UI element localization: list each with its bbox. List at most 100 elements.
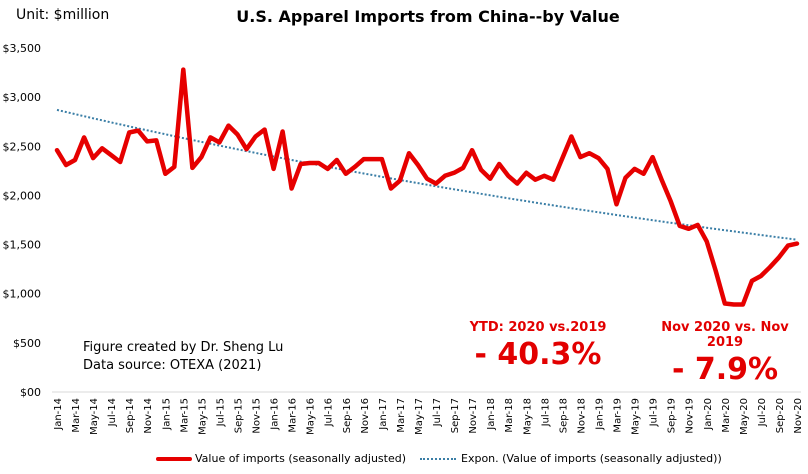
x-tick-label: May-16 bbox=[306, 398, 317, 435]
data-point bbox=[73, 158, 77, 162]
data-point bbox=[127, 131, 131, 135]
data-point bbox=[362, 157, 366, 161]
data-point bbox=[768, 265, 772, 269]
x-tick-label: Jul-15 bbox=[215, 398, 226, 427]
data-point bbox=[118, 160, 122, 164]
x-tick-label: Sep-16 bbox=[342, 398, 353, 433]
x-tick-label: Sep-20 bbox=[775, 398, 786, 433]
x-tick-label: Sep-18 bbox=[558, 398, 569, 433]
x-tick-label: Mar-14 bbox=[71, 398, 82, 433]
x-tick-label: Mar-19 bbox=[613, 398, 624, 433]
data-point bbox=[64, 163, 68, 167]
x-tick-label: Jan-16 bbox=[270, 398, 281, 431]
unit-label: Unit: $million bbox=[16, 7, 110, 23]
data-point bbox=[82, 135, 86, 139]
x-tick-label: Jul-16 bbox=[324, 398, 335, 427]
data-point bbox=[109, 153, 113, 157]
x-tick-label: Mar-16 bbox=[288, 398, 299, 433]
data-point bbox=[786, 244, 790, 248]
data-point bbox=[696, 223, 700, 227]
data-point bbox=[533, 178, 537, 182]
x-tick-label: May-17 bbox=[414, 398, 425, 435]
data-point bbox=[199, 155, 203, 159]
data-point bbox=[181, 68, 185, 72]
data-point bbox=[208, 135, 212, 139]
x-tick-label: Jan-15 bbox=[161, 398, 172, 431]
data-point bbox=[344, 172, 348, 176]
data-point bbox=[434, 182, 438, 186]
credit-author: Figure created by Dr. Sheng Lu bbox=[83, 340, 284, 355]
data-point bbox=[272, 167, 276, 171]
x-tick-label: Jul-19 bbox=[649, 398, 660, 427]
x-tick-label: May-19 bbox=[631, 398, 642, 435]
data-point bbox=[226, 124, 230, 128]
y-tick-label: $3,000 bbox=[3, 91, 42, 104]
data-point bbox=[398, 179, 402, 183]
data-point bbox=[605, 167, 609, 171]
x-tick-label: Jan-14 bbox=[53, 398, 64, 431]
data-point bbox=[55, 148, 59, 152]
data-point bbox=[145, 139, 149, 143]
data-point bbox=[795, 242, 799, 246]
x-tick-label: Sep-15 bbox=[233, 398, 244, 433]
data-point bbox=[678, 224, 682, 228]
data-point bbox=[506, 174, 510, 178]
data-point bbox=[633, 167, 637, 171]
data-point bbox=[443, 174, 447, 178]
x-axis: Jan-14 Mar-14 May-14 Jul-14 Sep-14 Nov-14 Jan-… bbox=[53, 398, 804, 435]
legend-item-imports[interactable]: Value of imports (seasonally adjusted) bbox=[156, 452, 406, 465]
data-point bbox=[615, 202, 619, 206]
data-point bbox=[154, 138, 158, 142]
data-point bbox=[335, 158, 339, 162]
x-tick-label: Nov-14 bbox=[143, 398, 154, 434]
data-point bbox=[254, 134, 258, 138]
data-point bbox=[750, 279, 754, 283]
legend-label-trend: Expon. (Value of imports (seasonally adj… bbox=[461, 452, 722, 465]
x-tick-label: Mar-18 bbox=[504, 398, 515, 433]
data-point bbox=[732, 303, 736, 307]
credit-source: Data source: OTEXA (2021) bbox=[83, 358, 262, 373]
data-point bbox=[308, 161, 312, 165]
nov-callout-value: - 7.9% bbox=[671, 352, 779, 387]
data-point bbox=[91, 156, 95, 160]
x-tick-label: Sep-17 bbox=[450, 398, 461, 433]
data-point bbox=[100, 146, 104, 150]
data-point bbox=[642, 172, 646, 176]
data-point bbox=[281, 130, 285, 134]
y-tick-label: $2,000 bbox=[3, 189, 42, 202]
data-point bbox=[371, 157, 375, 161]
x-tick-label: Nov-18 bbox=[576, 398, 587, 434]
data-point bbox=[407, 151, 411, 155]
y-tick-label: $3,500 bbox=[3, 42, 42, 55]
x-tick-label: Jul-20 bbox=[757, 398, 768, 427]
data-point bbox=[235, 132, 239, 136]
y-tick-label: $500 bbox=[13, 337, 41, 350]
data-point bbox=[163, 172, 167, 176]
x-tick-label: Nov-15 bbox=[252, 398, 263, 434]
data-point bbox=[416, 163, 420, 167]
legend-item-trend[interactable]: Expon. (Value of imports (seasonally adj… bbox=[420, 452, 722, 465]
data-point bbox=[136, 129, 140, 133]
nov-callout: Nov 2020 vs. Nov 2019 - 7.9% bbox=[650, 320, 800, 387]
trendline-series bbox=[56, 108, 798, 241]
x-tick-label: Jan-17 bbox=[378, 398, 389, 431]
data-points bbox=[55, 68, 799, 307]
data-point bbox=[515, 182, 519, 186]
x-tick-label: Nov-20 bbox=[793, 398, 804, 434]
data-point bbox=[551, 178, 555, 182]
x-tick-label: Jan-19 bbox=[594, 398, 605, 431]
data-point bbox=[217, 140, 221, 144]
data-point bbox=[578, 155, 582, 159]
x-tick-label: Mar-17 bbox=[396, 398, 407, 433]
data-point bbox=[425, 177, 429, 181]
x-tick-label: May-15 bbox=[197, 398, 208, 435]
nov-callout-label: Nov 2020 vs. Nov 2019 bbox=[661, 320, 789, 350]
data-point bbox=[714, 269, 718, 273]
ytd-callout-value: - 40.3% bbox=[474, 337, 602, 372]
data-point bbox=[461, 166, 465, 170]
legend-label-imports: Value of imports (seasonally adjusted) bbox=[195, 452, 407, 465]
data-point bbox=[723, 302, 727, 306]
y-tick-label: $00 bbox=[20, 386, 41, 399]
x-tick-label: May-18 bbox=[522, 398, 533, 435]
